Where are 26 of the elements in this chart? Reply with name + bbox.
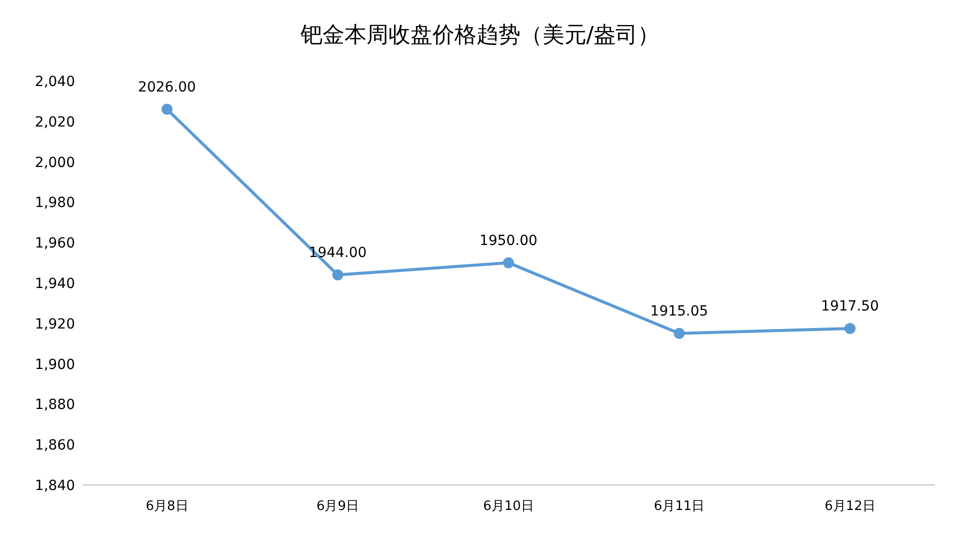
y-tick-label: 1,880 bbox=[34, 397, 75, 414]
y-tick-label: 1,980 bbox=[34, 195, 75, 212]
x-tick-label: 6月9日 bbox=[316, 499, 360, 514]
y-tick-label: 1,900 bbox=[34, 356, 75, 373]
y-tick-label: 1,920 bbox=[34, 316, 75, 332]
y-tick-label: 1,940 bbox=[34, 276, 75, 292]
data-label: 2026.00 bbox=[138, 79, 196, 96]
point bbox=[162, 104, 172, 115]
data-label: 1915.05 bbox=[650, 303, 708, 320]
y-tick-label: 1,960 bbox=[34, 236, 75, 252]
point bbox=[332, 269, 344, 280]
data-label: 1917.50 bbox=[821, 298, 879, 314]
point bbox=[503, 257, 514, 268]
point bbox=[674, 328, 685, 339]
x-tick-label: 6月11日 bbox=[654, 499, 705, 514]
y-tick-label: 1,860 bbox=[34, 438, 75, 454]
point bbox=[844, 322, 856, 334]
data-label: 1950.00 bbox=[480, 232, 538, 249]
x-tick-label: 6月10日 bbox=[483, 499, 534, 514]
y-tick-label: 2,040 bbox=[34, 74, 75, 90]
y-tick-label: 2,000 bbox=[34, 154, 75, 171]
y-tick-label: 1,840 bbox=[34, 478, 75, 494]
y-tick-label: 2,020 bbox=[34, 114, 75, 130]
x-tick-label: 6月12日 bbox=[824, 499, 876, 514]
x-tick-label: 6月8日 bbox=[146, 499, 188, 514]
chart-title: 钯金本周收盘价格趋势（美元/盎司） bbox=[299, 22, 661, 50]
